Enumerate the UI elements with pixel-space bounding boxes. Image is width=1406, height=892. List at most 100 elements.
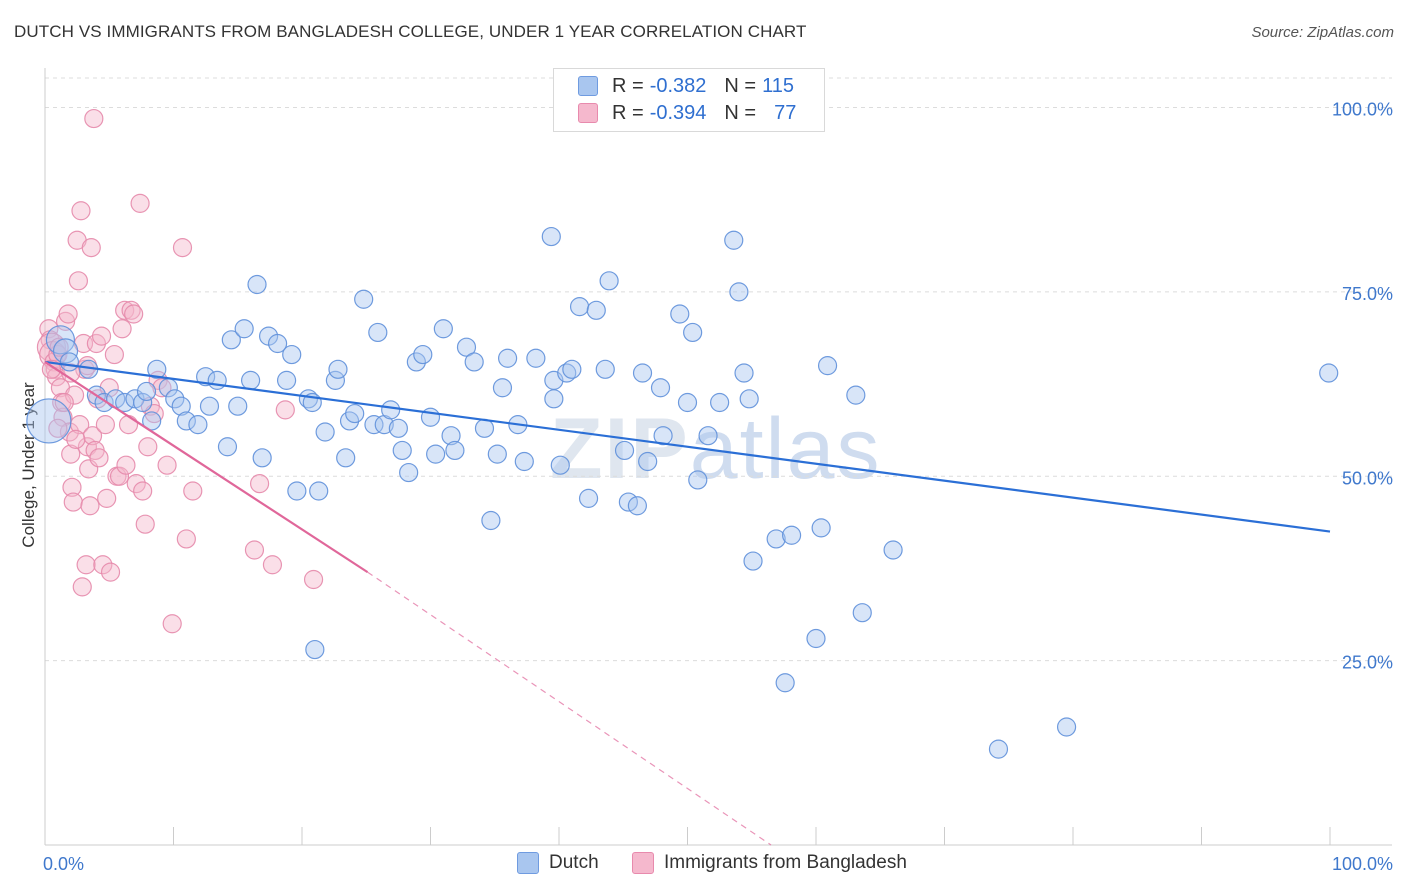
bangladesh-trendline bbox=[44, 361, 369, 574]
dutch-point bbox=[811, 518, 831, 538]
bangladesh-point bbox=[68, 271, 89, 291]
dutch-point bbox=[653, 426, 673, 446]
bangladesh-point bbox=[80, 496, 100, 516]
bangladesh-point bbox=[162, 614, 182, 634]
dutch-point bbox=[724, 230, 744, 250]
bangladesh-point bbox=[144, 403, 164, 424]
dutch-point bbox=[336, 448, 356, 468]
dutch-point bbox=[247, 274, 267, 295]
y-tick-label: 25.0% bbox=[1342, 653, 1393, 673]
dutch-point bbox=[670, 304, 690, 324]
dutch-point bbox=[399, 462, 419, 483]
series-legend-bangladesh[interactable]: Immigrants from Bangladesh bbox=[632, 852, 907, 874]
bangladesh-point bbox=[135, 514, 155, 534]
bangladesh-point bbox=[138, 437, 158, 457]
dutch-point bbox=[595, 359, 615, 379]
legend-n-value: 115 bbox=[762, 74, 794, 97]
x-tick-label-max: 100.0% bbox=[1332, 854, 1393, 874]
dutch-point bbox=[406, 352, 426, 372]
dutch-point bbox=[392, 440, 412, 461]
dutch-point bbox=[464, 352, 484, 372]
dutch-point bbox=[207, 370, 227, 390]
dutch-point bbox=[252, 448, 272, 468]
dutch-point bbox=[806, 628, 826, 649]
legend-n-label: N = bbox=[724, 74, 757, 97]
dutch-point bbox=[481, 510, 501, 531]
bangladesh-point bbox=[95, 415, 115, 435]
dutch-point bbox=[228, 396, 248, 416]
bangladesh-point bbox=[89, 448, 109, 468]
bangladesh-point bbox=[244, 540, 265, 560]
watermark-zip: ZIP bbox=[550, 401, 690, 497]
dutch-point bbox=[309, 481, 329, 501]
series-legend-dutch[interactable]: Dutch bbox=[517, 852, 599, 874]
dutch-point bbox=[441, 426, 461, 446]
dutch-point bbox=[627, 496, 647, 516]
dutch-point bbox=[354, 289, 374, 309]
dutch-point bbox=[147, 359, 167, 379]
dutch-point bbox=[498, 348, 518, 368]
bangladesh-point bbox=[121, 300, 141, 320]
bangladesh-point bbox=[71, 201, 91, 221]
bangladesh-point bbox=[112, 319, 132, 339]
dutch-point bbox=[846, 385, 866, 405]
bangladesh-point bbox=[176, 529, 196, 549]
bangladesh-point bbox=[109, 466, 130, 486]
bangladesh-point bbox=[64, 385, 85, 405]
dutch-point bbox=[562, 359, 582, 379]
dutch-point bbox=[136, 381, 157, 402]
dutch-point bbox=[287, 481, 307, 501]
dutch-point bbox=[328, 359, 348, 379]
dutch-point bbox=[217, 437, 238, 457]
bangladesh-point bbox=[303, 569, 324, 590]
bangladesh-point bbox=[249, 474, 270, 494]
dutch-point bbox=[852, 603, 872, 623]
dutch-point bbox=[196, 367, 216, 387]
dutch-point bbox=[426, 444, 446, 464]
dutch-point bbox=[474, 418, 495, 438]
dutch-point bbox=[544, 389, 564, 409]
dutch-point bbox=[487, 444, 507, 464]
dutch-point bbox=[276, 370, 297, 390]
dutch-point bbox=[445, 440, 465, 461]
legend-swatch-bangladesh bbox=[578, 103, 598, 123]
y-tick-label: 100.0% bbox=[1332, 100, 1393, 120]
dutch-point bbox=[413, 344, 433, 365]
dutch-point bbox=[683, 322, 703, 343]
dutch-point bbox=[586, 300, 606, 320]
dutch-point bbox=[26, 398, 72, 444]
dutch-point bbox=[456, 337, 477, 357]
dutch-point bbox=[710, 392, 730, 413]
bangladesh-point bbox=[275, 400, 295, 420]
dutch-point bbox=[569, 297, 590, 317]
dutch-point bbox=[988, 739, 1009, 759]
bangladesh-point bbox=[130, 193, 150, 213]
series-swatch-bangladesh bbox=[632, 852, 654, 874]
legend-swatch-dutch bbox=[578, 76, 598, 96]
dutch-point bbox=[133, 392, 153, 413]
legend-r-label: R = bbox=[612, 101, 644, 124]
dutch-point bbox=[781, 525, 802, 545]
dutch-point bbox=[1056, 717, 1077, 737]
dutch-point bbox=[305, 639, 325, 660]
bangladesh-point bbox=[183, 481, 203, 501]
dutch-point bbox=[578, 488, 599, 508]
y-tick-label: 75.0% bbox=[1342, 284, 1393, 304]
dutch-point bbox=[59, 352, 80, 372]
bangladesh-point bbox=[91, 326, 112, 346]
dutch-point bbox=[165, 389, 185, 409]
dutch-point bbox=[650, 378, 671, 398]
dutch-point bbox=[221, 330, 241, 350]
dutch-point bbox=[325, 370, 346, 390]
legend-r-value: -0.394 bbox=[649, 101, 707, 124]
dutch-point bbox=[364, 415, 384, 435]
dutch-point bbox=[739, 389, 759, 409]
series-label-dutch: Dutch bbox=[549, 852, 599, 873]
bangladesh-point bbox=[72, 577, 92, 597]
bangladesh-point bbox=[262, 555, 283, 575]
dutch-point bbox=[775, 673, 795, 693]
bangladesh-point bbox=[172, 238, 193, 258]
bangladesh-point bbox=[116, 455, 136, 475]
bangladesh-point bbox=[104, 344, 124, 365]
